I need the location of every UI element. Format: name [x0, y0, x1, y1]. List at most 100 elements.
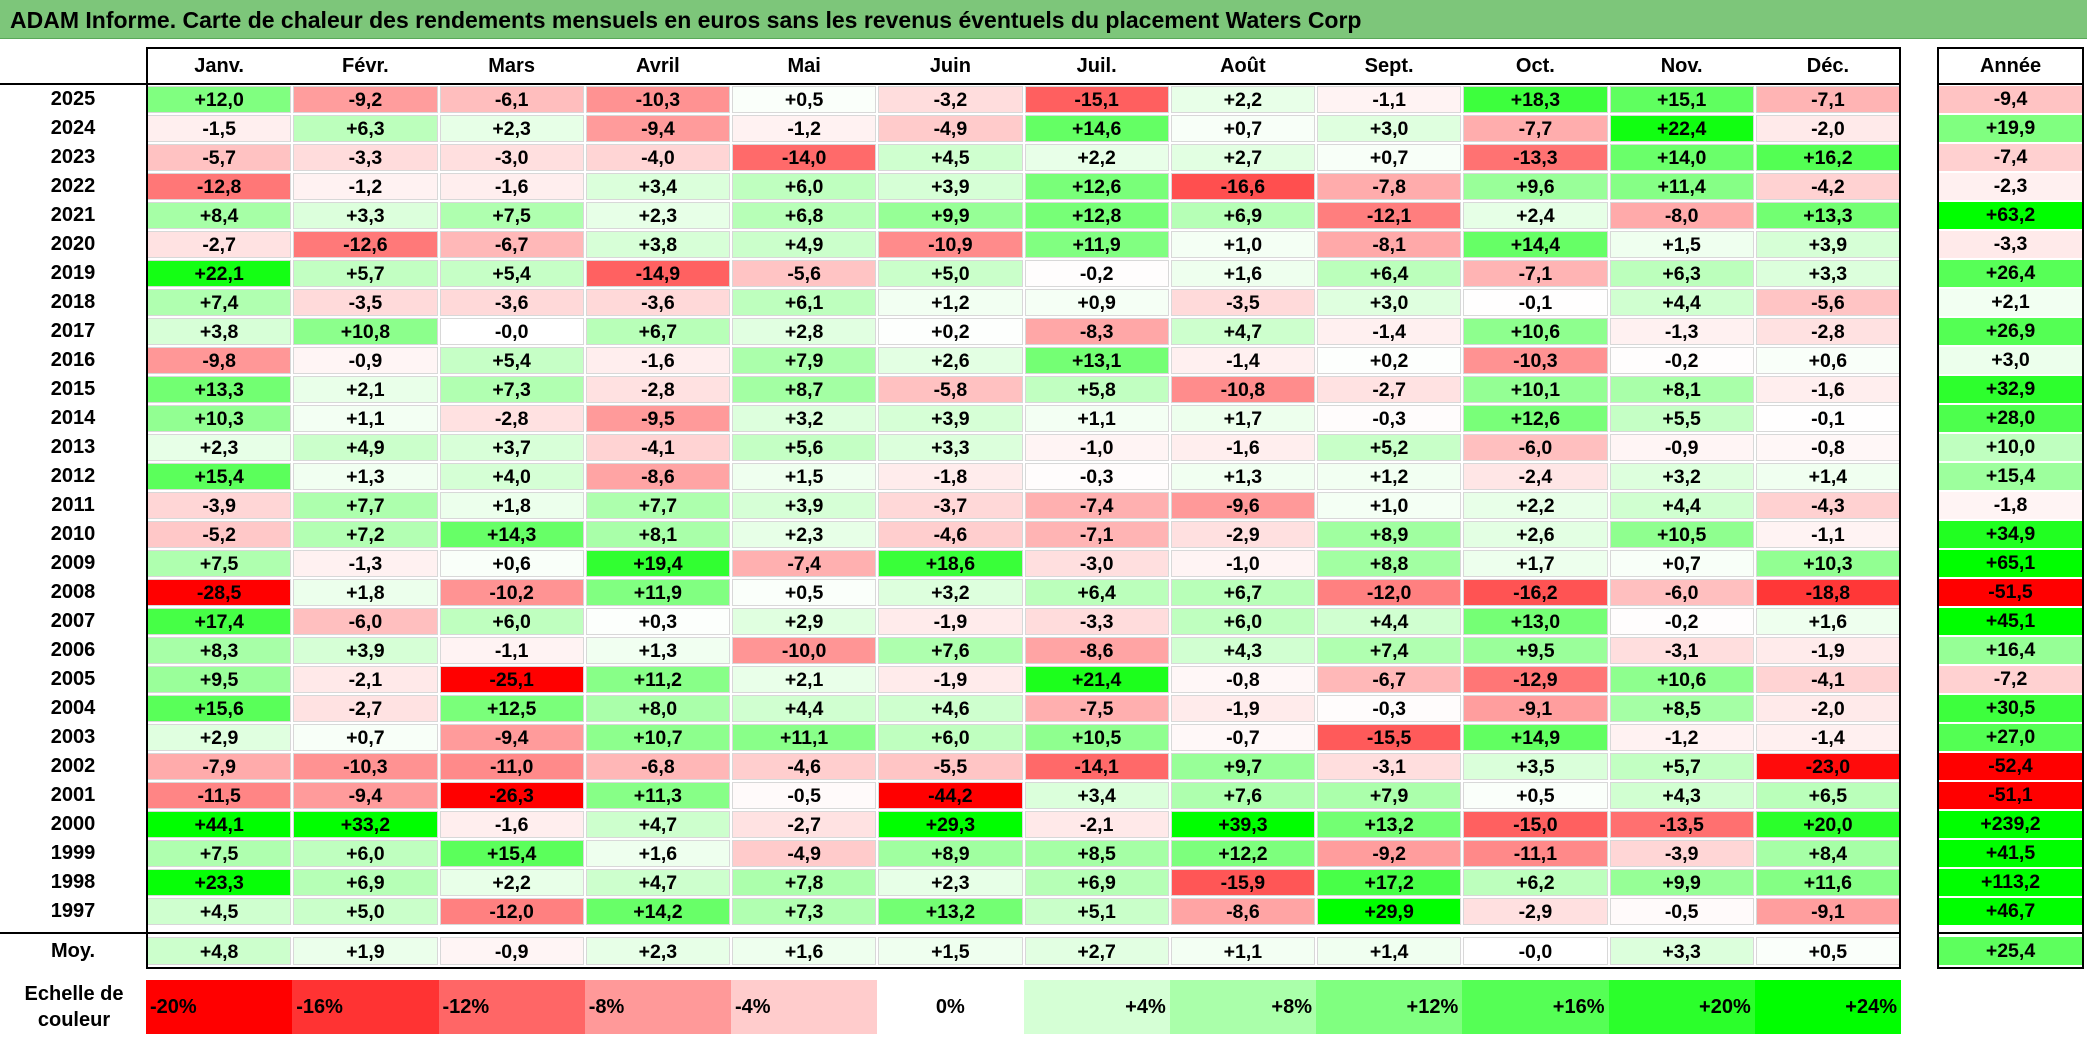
heatmap-cell: +10,6: [1463, 318, 1608, 345]
heatmap-cell: +7,5: [439, 202, 584, 229]
heatmap-cell: +1,3: [585, 637, 730, 664]
heatmap-cell: +8,1: [1609, 376, 1754, 403]
heatmap-cell: +4,4: [1609, 289, 1754, 316]
heatmap-cell: -1,1: [439, 637, 584, 664]
heatmap-cell: +20,0: [1755, 811, 1900, 838]
color-scale-step: 0%: [877, 980, 1024, 1034]
annual-cell: +113,2: [1939, 869, 2082, 896]
heatmap-cell: +13,3: [147, 376, 292, 403]
heatmap-cell: +1,4: [1755, 463, 1900, 490]
color-scale-step: -8%: [584, 980, 731, 1034]
heatmap-cell: +2,7: [1170, 144, 1315, 171]
annual-header: Année: [1979, 55, 2042, 77]
heatmap-cell: +2,8: [732, 318, 877, 345]
average-cell: +2,7: [1024, 937, 1169, 965]
year-label: 2005: [50, 668, 96, 690]
heatmap-cell: +2,2: [1170, 86, 1315, 113]
heatmap-cell: -1,1: [1755, 521, 1900, 548]
heatmap-cell: -1,3: [293, 550, 438, 577]
heatmap-cell: +8,4: [147, 202, 292, 229]
heatmap-cell: -0,5: [1609, 898, 1754, 925]
color-scale-step: -12%: [438, 980, 585, 1034]
annual-cell: +65,1: [1939, 550, 2082, 577]
heatmap-cell: +11,3: [585, 782, 730, 809]
heatmap-cell: +1,6: [585, 840, 730, 867]
heatmap-cell: -3,6: [439, 289, 584, 316]
year-label: 2010: [50, 523, 96, 545]
header-separator-annual: [1937, 83, 2084, 85]
heatmap-cell: -7,5: [1024, 695, 1169, 722]
heatmap-cell: -13,3: [1463, 144, 1608, 171]
heatmap-cell: +3,9: [293, 637, 438, 664]
heatmap-cell: -5,2: [147, 521, 292, 548]
heatmap-cell: +6,4: [1317, 260, 1462, 287]
heatmap-cell: +12,0: [147, 86, 292, 113]
heatmap-cell: -25,1: [439, 666, 584, 693]
heatmap-cell: -2,0: [1755, 115, 1900, 142]
heatmap-cell: -18,8: [1755, 579, 1900, 606]
month-header: Déc.: [1806, 55, 1849, 77]
heatmap-cell: +4,9: [732, 231, 877, 258]
heatmap-cell: -0,8: [1170, 666, 1315, 693]
year-label: 1999: [50, 842, 96, 864]
heatmap-cell: -2,9: [1463, 898, 1608, 925]
heatmap-cell: +2,2: [1024, 144, 1169, 171]
heatmap-cell: +2,3: [439, 115, 584, 142]
heatmap-cell: +8,5: [1024, 840, 1169, 867]
heatmap-cell: +39,3: [1170, 811, 1315, 838]
heatmap-cell: +3,8: [147, 318, 292, 345]
heatmap-cell: -1,2: [293, 173, 438, 200]
heatmap-cell: +0,6: [1755, 347, 1900, 374]
heatmap-cell: -3,9: [1609, 840, 1754, 867]
heatmap-cell: +4,9: [293, 434, 438, 461]
average-separator: [0, 932, 1901, 934]
heatmap-cell: +5,7: [293, 260, 438, 287]
annual-cell: +27,0: [1939, 724, 2082, 751]
heatmap-cell: -8,0: [1609, 202, 1754, 229]
year-label: 2017: [50, 320, 96, 342]
color-scale-step: -20%: [146, 980, 293, 1034]
average-cell: +1,1: [1170, 937, 1315, 965]
heatmap-cell: +1,0: [1317, 492, 1462, 519]
heatmap-cell: +18,3: [1463, 86, 1608, 113]
heatmap-cell: +29,9: [1317, 898, 1462, 925]
heatmap-cell: +10,6: [1609, 666, 1754, 693]
heatmap-cell: -26,3: [439, 782, 584, 809]
annual-cell: +46,7: [1939, 898, 2082, 925]
heatmap-cell: -0,5: [732, 782, 877, 809]
month-header: Sept.: [1364, 55, 1414, 77]
heatmap-cell: -3,0: [1024, 550, 1169, 577]
heatmap-cell: +3,3: [878, 434, 1023, 461]
heatmap-cell: +7,9: [1317, 782, 1462, 809]
year-label: 2002: [50, 755, 96, 777]
heatmap-cell: -10,0: [732, 637, 877, 664]
page-title: ADAM Informe. Carte de chaleur des rende…: [10, 7, 1362, 33]
year-label: 2013: [50, 436, 96, 458]
heatmap-cell: -4,1: [585, 434, 730, 461]
heatmap-cell: -15,1: [1024, 86, 1169, 113]
heatmap-cell: +6,0: [293, 840, 438, 867]
heatmap-cell: +5,4: [439, 260, 584, 287]
heatmap-cell: +15,4: [147, 463, 292, 490]
heatmap-cell: +9,5: [147, 666, 292, 693]
heatmap-cell: +5,0: [293, 898, 438, 925]
year-label: 2008: [50, 581, 96, 603]
heatmap-cell: +11,2: [585, 666, 730, 693]
heatmap-cell: -3,2: [878, 86, 1023, 113]
heatmap-cell: +8,1: [585, 521, 730, 548]
heatmap-cell: -28,5: [147, 579, 292, 606]
annual-cell: -7,2: [1939, 666, 2082, 693]
color-scale-step: +24%: [1754, 980, 1901, 1034]
heatmap-cell: -6,0: [1609, 579, 1754, 606]
heatmap-cell: -3,1: [1609, 637, 1754, 664]
heatmap-cell: -2,8: [1755, 318, 1900, 345]
heatmap-cell: +13,0: [1463, 608, 1608, 635]
heatmap-cell: +1,0: [1170, 231, 1315, 258]
month-header: Avril: [636, 55, 680, 77]
heatmap-cell: +8,3: [147, 637, 292, 664]
heatmap-cell: -7,1: [1463, 260, 1608, 287]
heatmap-cell: -1,4: [1317, 318, 1462, 345]
heatmap-cell: +2,2: [439, 869, 584, 896]
heatmap-cell: +15,4: [439, 840, 584, 867]
heatmap-cell: -1,6: [1755, 376, 1900, 403]
